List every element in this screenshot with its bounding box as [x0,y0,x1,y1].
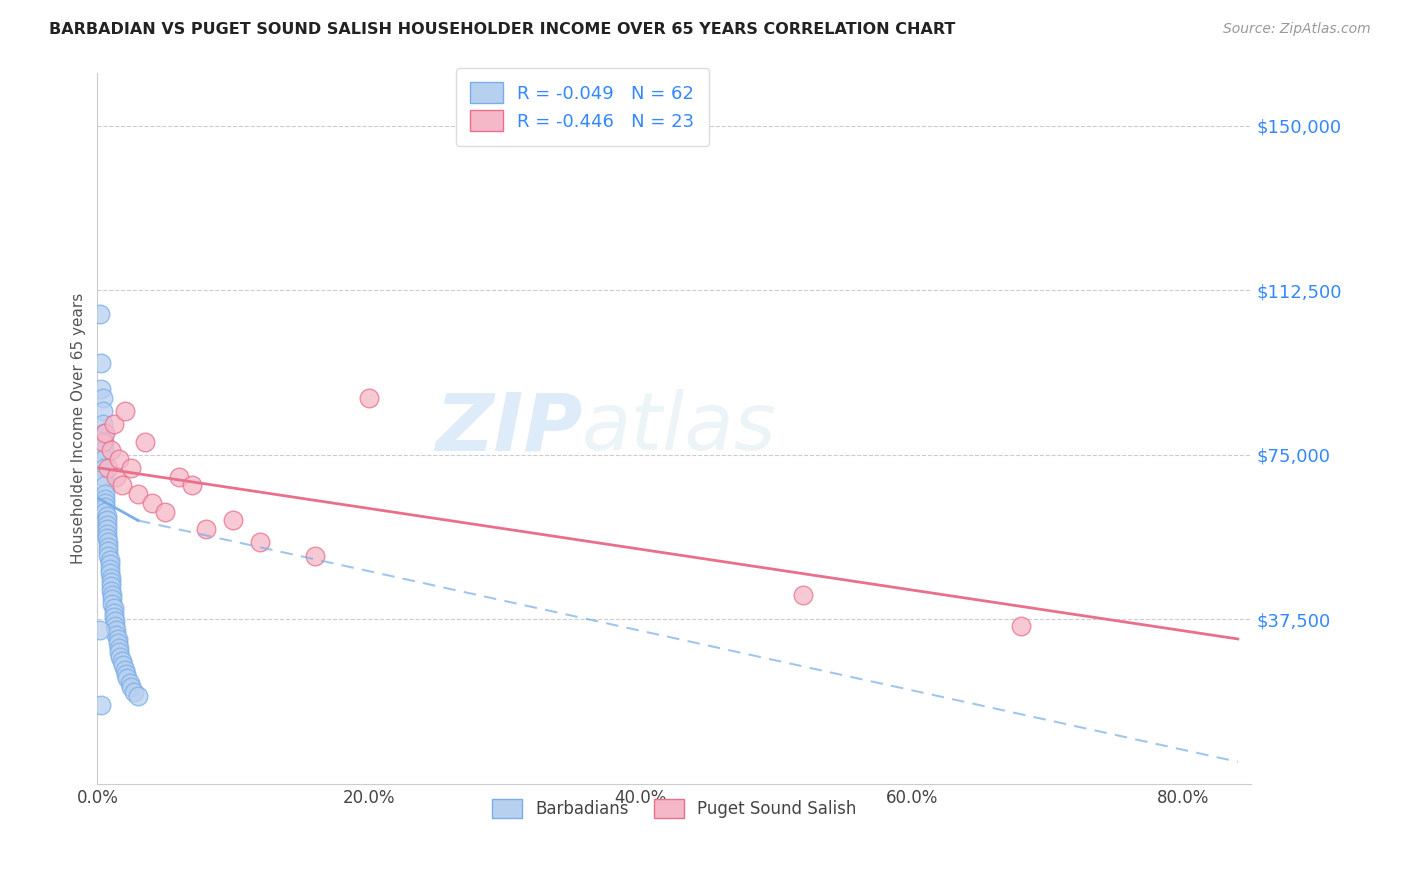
Point [194,522,217,536]
Point [93,452,115,467]
Point [114,404,136,418]
Point [115,667,138,681]
Point [110,649,132,664]
Point [103,417,125,431]
Point [108,452,131,467]
Point [98,566,121,581]
Point [357,391,380,405]
Point [93,434,115,449]
Text: Source: ZipAtlas.com: Source: ZipAtlas.com [1223,22,1371,37]
Text: BARBADIAN VS PUGET SOUND SALISH HOUSEHOLDER INCOME OVER 65 YEARS CORRELATION CHA: BARBADIAN VS PUGET SOUND SALISH HOUSEHOL… [49,22,956,37]
Point [89,307,111,321]
Point [107,636,129,650]
Point [167,469,190,483]
Point [120,460,142,475]
Point [107,632,129,646]
Legend: Barbadians, Puget Sound Salish: Barbadians, Puget Sound Salish [485,793,863,825]
Point [115,672,138,686]
Point [94,491,117,506]
Point [97,549,120,563]
Point [108,645,131,659]
Point [114,663,136,677]
Point [1010,619,1032,633]
Point [103,610,125,624]
Point [100,570,122,584]
Point [93,425,115,440]
Point [93,469,115,483]
Point [96,531,118,545]
Point [93,460,115,475]
Point [103,601,125,615]
Point [105,627,128,641]
Point [111,654,134,668]
Point [222,514,245,528]
Point [94,478,117,492]
Point [91,434,114,449]
Point [94,505,117,519]
Point [104,619,127,633]
Point [94,496,117,510]
Point [97,540,120,554]
Point [98,558,121,572]
Point [108,640,131,655]
Point [91,417,114,431]
Point [104,615,127,629]
Point [98,562,121,576]
Point [98,553,121,567]
Point [141,496,163,510]
Point [90,382,112,396]
Point [111,478,134,492]
Point [96,509,118,524]
Point [105,623,128,637]
Point [96,522,118,536]
Point [304,549,326,563]
Y-axis label: Householder Income Over 65 years: Householder Income Over 65 years [72,293,86,564]
Point [96,514,118,528]
Point [94,500,117,515]
Point [97,460,120,475]
Point [155,505,177,519]
Point [90,698,112,712]
Point [101,588,124,602]
Point [249,535,271,549]
Point [100,574,122,589]
Point [101,597,124,611]
Point [122,684,145,698]
Point [792,588,814,602]
Point [103,606,125,620]
Point [127,487,149,501]
Point [100,443,122,458]
Point [94,425,117,440]
Point [96,517,118,532]
Point [134,434,156,449]
Point [96,526,118,541]
Point [100,583,122,598]
Text: ZIP: ZIP [434,389,582,467]
Point [90,355,112,369]
Point [91,404,114,418]
Point [100,579,122,593]
Point [94,487,117,501]
Point [181,478,204,492]
Point [112,658,135,673]
Point [91,391,114,405]
Point [89,623,111,637]
Point [127,689,149,703]
Point [105,469,128,483]
Text: atlas: atlas [582,389,776,467]
Point [101,592,124,607]
Point [120,680,142,694]
Point [118,675,141,690]
Point [97,535,120,549]
Point [93,443,115,458]
Point [97,544,120,558]
